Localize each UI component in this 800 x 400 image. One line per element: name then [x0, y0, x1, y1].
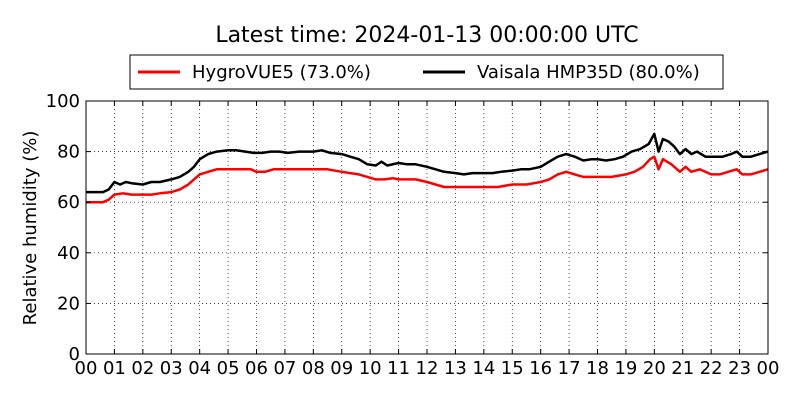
x-tick-label: 14: [472, 358, 495, 379]
ticks: 00 01 02 03 04 05 06 07 08 09 10 11 12 13 14 15 16 17 18 19…: [46, 91, 780, 379]
x-tick-label: 03: [160, 358, 183, 379]
x-tick-label: 22: [700, 358, 723, 379]
x-tick-label: 15: [501, 358, 524, 379]
x-tick-label: 08: [302, 358, 325, 379]
x-tick-label: 17: [558, 358, 581, 379]
legend: HygroVUE5 (73.0%) Vaisala HMP35D (80.0%): [129, 54, 724, 90]
x-tick-label: 12: [416, 358, 439, 379]
x-tick-label: 11: [387, 358, 410, 379]
x-tick-label: 13: [444, 358, 467, 379]
y-tick-label: 40: [57, 243, 80, 264]
y-tick-label: 0: [69, 344, 80, 365]
x-tick-label: 21: [671, 358, 694, 379]
x-tick-label: 16: [529, 358, 552, 379]
chart-title: Latest time: 2024-01-13 00:00:00 UTC: [215, 23, 638, 48]
y-tick-label: 60: [57, 192, 80, 213]
x-tick-label: 06: [245, 358, 268, 379]
x-tick-label: 18: [586, 358, 609, 379]
x-tick-label: 20: [643, 358, 666, 379]
x-tick-label: 00: [757, 358, 780, 379]
x-tick-label: 02: [131, 358, 154, 379]
grid: [86, 101, 768, 354]
x-tick-label: 10: [359, 358, 382, 379]
y-tick-label: 80: [57, 142, 80, 163]
x-tick-label: 07: [273, 358, 296, 379]
legend-label-hygrovue5: HygroVUE5 (73.0%): [192, 62, 371, 83]
x-tick-label: 05: [217, 358, 240, 379]
x-tick-label: 19: [614, 358, 637, 379]
series-line-0: [86, 155, 769, 204]
x-tick-label: 23: [728, 358, 751, 379]
x-tick-label: 01: [103, 358, 126, 379]
y-axis-label: Relative humidity (%): [20, 131, 41, 326]
series-line-1: [86, 132, 769, 194]
x-tick-label: 04: [188, 358, 211, 379]
y-tick-label: 20: [57, 293, 80, 314]
x-tick-label: 00: [75, 358, 98, 379]
legend-label-vaisala: Vaisala HMP35D (80.0%): [477, 62, 700, 83]
y-tick-label: 100: [46, 91, 80, 112]
series-layer: [86, 132, 769, 204]
x-tick-label: 09: [330, 358, 353, 379]
